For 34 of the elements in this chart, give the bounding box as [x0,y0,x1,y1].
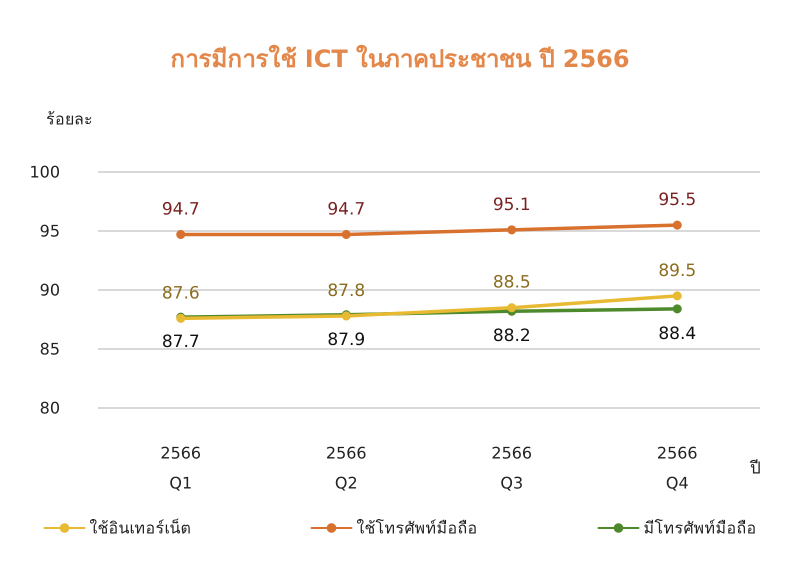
data-label: 88.4 [658,324,696,344]
data-label: 87.6 [162,283,200,304]
data-label: 95.1 [492,194,531,215]
legend-label: ใช้อินเทอร์เน็ต [90,518,190,538]
y-tick-label: 95 [40,222,60,240]
data-label: 87.8 [327,280,366,301]
point [507,225,516,234]
x-axis-title: ปี [749,458,761,478]
y-axis-title: ร้อยละ [46,110,93,128]
legend-label: มีโทรศัพท์มือถือ [644,518,756,538]
data-label: 89.5 [658,260,696,281]
y-tick-label: 90 [40,280,60,300]
data-label: 88.5 [492,272,531,293]
legend-label: ใช้โทรศัพท์มือถือ [356,518,478,538]
chart-title: การมีการใช้ ICT ในภาคประชาชน ปี 2566 [170,44,630,73]
data-label: 95.5 [658,190,696,210]
point [672,291,682,300]
y-tick-label: 80 [40,398,60,418]
x-tick-label: 2566 Q3 [491,444,532,492]
data-label: 87.9 [327,330,366,350]
point [507,303,516,312]
data-label: 88.2 [492,326,531,346]
point [176,230,186,240]
data-label: 87.7 [162,332,200,352]
data-label: 94.7 [327,200,366,220]
y-tick-label: 100 [29,162,60,182]
x-tick-label: 2566 Q4 [656,444,698,492]
point [672,304,682,314]
y-tick-label: 85 [40,340,60,358]
data-label: 94.7 [162,200,200,220]
point [342,230,351,240]
x-tick-label: 2566 Q2 [326,444,367,492]
point [672,220,682,230]
x-tick-label: 2566 Q1 [160,444,202,492]
